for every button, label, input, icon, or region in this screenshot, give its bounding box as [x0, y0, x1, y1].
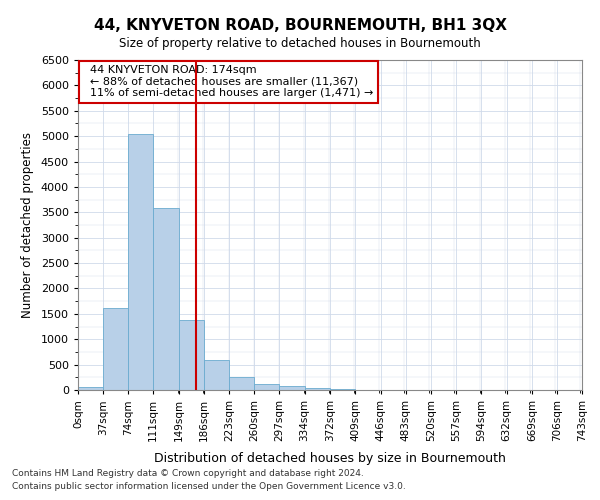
Text: Contains public sector information licensed under the Open Government Licence v3: Contains public sector information licen… — [12, 482, 406, 491]
Bar — [280, 386, 305, 390]
Bar — [229, 376, 254, 390]
Bar — [78, 388, 103, 390]
Bar — [179, 320, 204, 390]
Bar — [153, 208, 179, 390]
Bar — [305, 388, 331, 390]
Text: Contains HM Land Registry data © Crown copyright and database right 2024.: Contains HM Land Registry data © Crown c… — [12, 469, 364, 478]
Text: 44 KNYVETON ROAD: 174sqm
  ← 88% of detached houses are smaller (11,367)
  11% o: 44 KNYVETON ROAD: 174sqm ← 88% of detach… — [83, 65, 373, 98]
Bar — [254, 384, 280, 390]
Bar — [103, 308, 128, 390]
Bar — [204, 360, 229, 390]
Bar — [128, 134, 153, 390]
Y-axis label: Number of detached properties: Number of detached properties — [21, 132, 34, 318]
X-axis label: Distribution of detached houses by size in Bournemouth: Distribution of detached houses by size … — [154, 452, 506, 466]
Text: Size of property relative to detached houses in Bournemouth: Size of property relative to detached ho… — [119, 38, 481, 51]
Text: 44, KNYVETON ROAD, BOURNEMOUTH, BH1 3QX: 44, KNYVETON ROAD, BOURNEMOUTH, BH1 3QX — [94, 18, 506, 32]
